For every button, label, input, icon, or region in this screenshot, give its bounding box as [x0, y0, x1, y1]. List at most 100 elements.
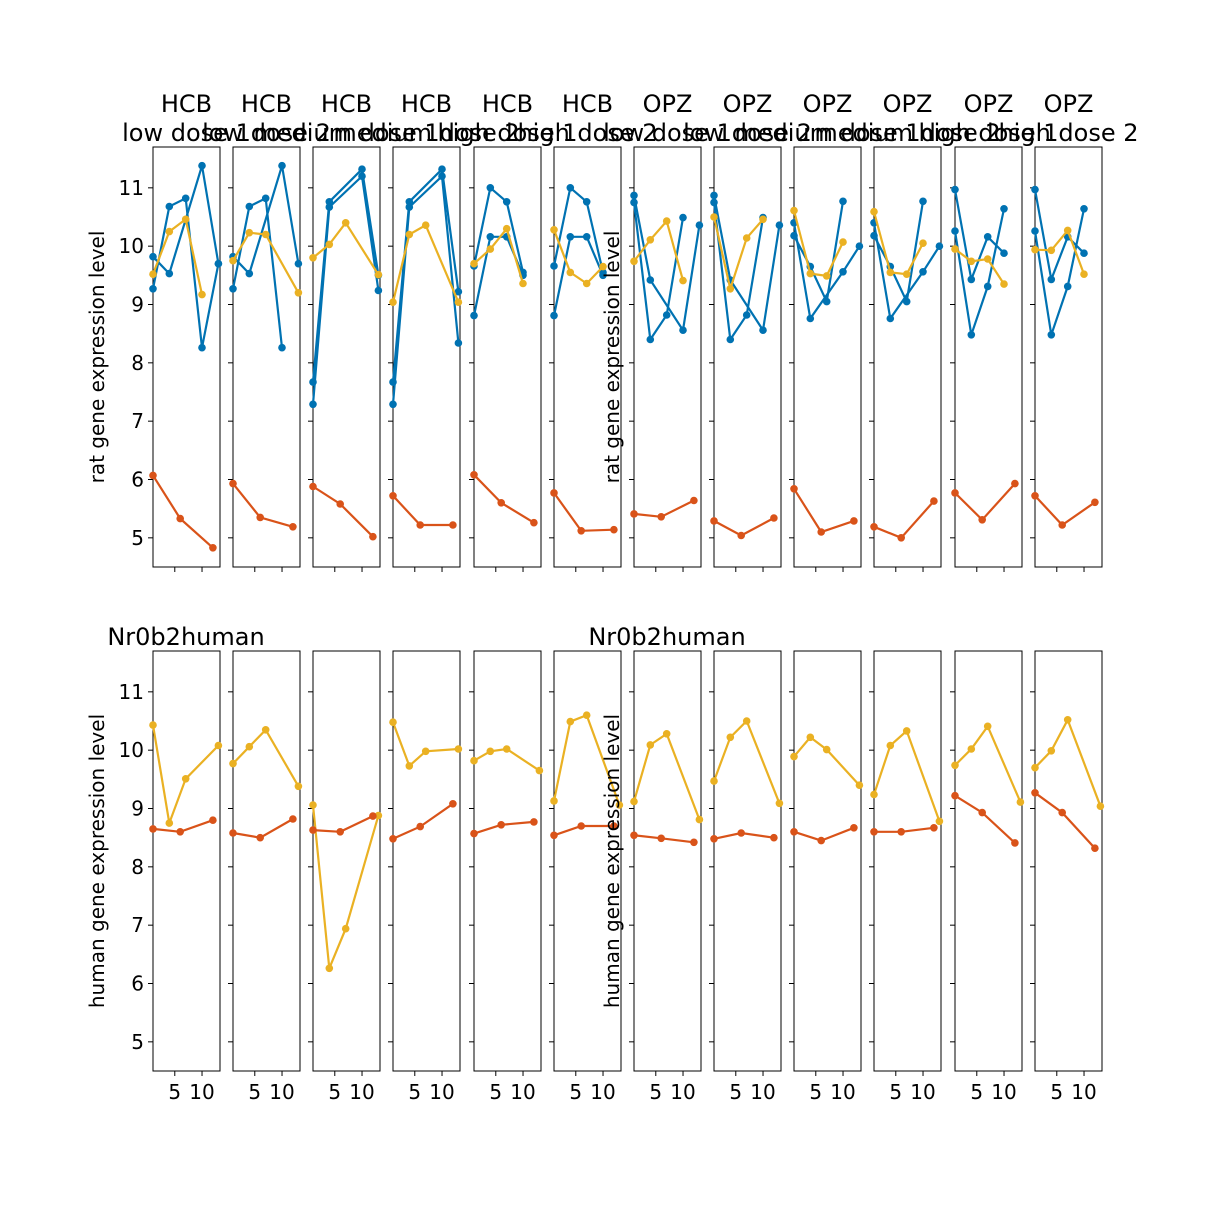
data-point-orange — [770, 514, 778, 522]
data-point-yellow — [165, 819, 174, 827]
axes-frame — [873, 650, 942, 1072]
data-point-blue — [198, 161, 206, 170]
data-point-blue — [775, 221, 784, 229]
data-point-yellow — [662, 217, 671, 225]
data-point-yellow — [839, 238, 847, 246]
data-point-blue — [149, 285, 157, 293]
panel-title-drug: OPZ — [964, 90, 1014, 118]
series-line-yellow — [391, 223, 460, 303]
y-axis-label: rat gene expression level — [85, 231, 109, 484]
data-point-yellow — [582, 279, 591, 288]
data-point-orange — [790, 485, 798, 493]
series-line-blue — [311, 173, 380, 405]
data-point-yellow — [470, 259, 478, 268]
y-tick-label: 5 — [131, 526, 144, 550]
data-point-yellow — [229, 256, 237, 265]
data-point-yellow — [822, 272, 831, 280]
data-point-blue — [1031, 185, 1039, 194]
data-point-orange — [530, 518, 538, 527]
data-point-orange — [176, 514, 184, 523]
data-point-blue — [245, 269, 254, 278]
series-line-yellow — [792, 210, 844, 278]
data-point-blue — [935, 242, 944, 250]
data-point-orange — [149, 825, 157, 833]
axes-frame — [232, 650, 301, 1072]
data-point-yellow — [902, 727, 911, 735]
data-point-yellow — [646, 741, 655, 749]
data-point-yellow — [1080, 270, 1088, 279]
data-point-yellow — [389, 298, 397, 307]
data-point-yellow — [855, 781, 864, 789]
series-line-blue — [1033, 189, 1085, 284]
data-point-yellow — [1031, 763, 1039, 772]
series-line-blue — [953, 189, 1005, 284]
data-point-orange — [209, 544, 217, 552]
data-point-yellow — [389, 718, 397, 726]
data-point-yellow — [374, 270, 383, 279]
axes-frame — [1034, 650, 1103, 1072]
data-point-yellow — [502, 745, 511, 753]
y-tick-label: 11 — [119, 176, 144, 200]
data-point-yellow — [983, 255, 992, 263]
data-point-yellow — [1047, 246, 1056, 255]
data-point-yellow — [742, 717, 751, 725]
axes-frame — [312, 146, 381, 568]
panel-title-dose: medium dose 2 — [333, 119, 519, 147]
data-point-yellow — [198, 290, 206, 299]
data-point-orange — [737, 531, 745, 540]
data-point-orange — [336, 828, 345, 836]
data-point-blue — [886, 314, 895, 323]
data-point-orange — [610, 525, 618, 534]
data-point-orange — [1031, 492, 1039, 500]
y-tick-label: 7 — [131, 409, 144, 433]
y-tick-label: 10 — [119, 234, 144, 258]
panel-title-drug: OPZ — [803, 90, 853, 118]
data-point-blue — [550, 262, 558, 270]
x-tick-label: 5 — [328, 1080, 341, 1104]
data-point-yellow — [309, 801, 317, 809]
axes-frame — [1034, 146, 1103, 568]
data-point-blue — [1031, 227, 1039, 235]
panel-title-drug: HCB — [241, 90, 292, 118]
data-point-blue — [181, 194, 190, 203]
series-line-yellow — [872, 211, 924, 276]
data-point-blue — [325, 203, 334, 211]
y-tick-label: 8 — [131, 351, 144, 375]
data-point-yellow — [245, 742, 254, 751]
data-point-orange — [176, 828, 184, 836]
data-point-yellow — [951, 761, 959, 770]
data-point-yellow — [245, 228, 254, 237]
series-line-yellow — [712, 719, 781, 804]
data-point-blue — [967, 331, 976, 339]
data-point-yellow — [582, 711, 591, 719]
data-point-yellow — [1016, 798, 1025, 806]
y-axis-label: human gene expression level — [85, 714, 109, 1008]
panel-title-dose: low dose 1 — [122, 119, 251, 147]
data-point-yellow — [214, 741, 223, 750]
data-point-yellow — [261, 230, 270, 239]
data-point-yellow — [710, 213, 718, 221]
series-line-blue — [472, 185, 525, 273]
data-point-yellow — [967, 745, 976, 753]
x-tick-label: 5 — [248, 1080, 261, 1104]
x-tick-label: 5 — [729, 1080, 742, 1104]
x-tick-label: 5 — [809, 1080, 822, 1104]
data-point-yellow — [919, 239, 927, 247]
data-point-blue — [582, 198, 591, 206]
x-tick-label: 10 — [189, 1080, 214, 1104]
data-point-orange — [710, 835, 718, 843]
data-point-blue — [646, 335, 655, 344]
data-point-yellow — [759, 215, 767, 224]
data-point-orange — [256, 833, 265, 842]
data-point-blue — [1047, 275, 1056, 284]
panel-title-dose: medium dose 1 — [253, 119, 439, 147]
series-line-blue — [632, 195, 701, 334]
